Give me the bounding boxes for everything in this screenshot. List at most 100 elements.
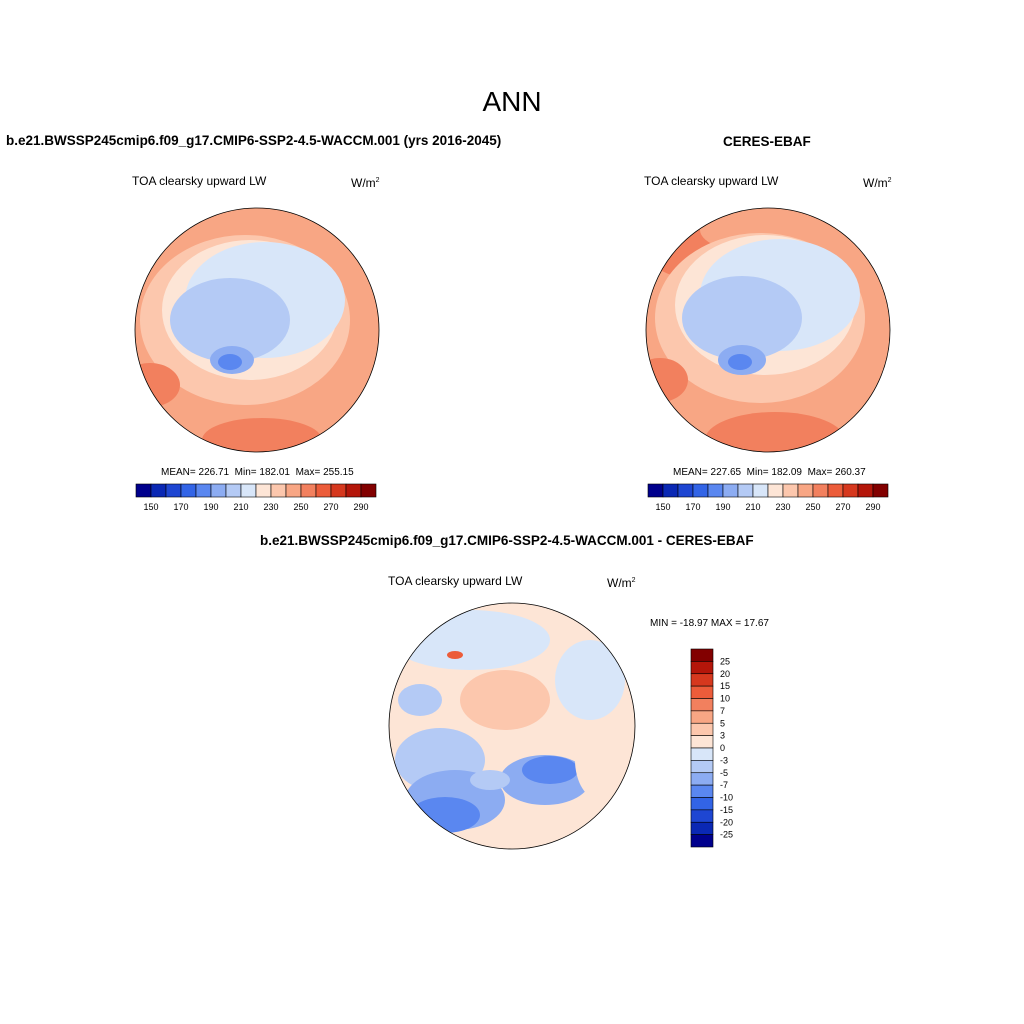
panel1-units: W/m2 [351,176,380,190]
panel3-colorbar-tick-label: 15 [720,681,730,691]
panel2-colorbar-box [782,483,799,498]
panel1-colorbar-box [300,483,317,498]
panel2-colorbar-box [647,483,664,498]
panel2-stats: MEAN= 227.65 Min= 182.09 Max= 260.37 [673,467,866,478]
figure-title: ANN [482,86,542,117]
panel3-colorbar-box [690,698,714,712]
panel2-colorbar-tick-label: 170 [685,502,700,512]
panel3-colorbar-box [690,760,714,774]
panel3-colorbar-tick-label: 5 [720,718,725,728]
panel1-stats: MEAN= 226.71 Min= 182.01 Max= 255.15 [161,467,354,478]
panel1-colorbar-box [315,483,332,498]
panel2-colorbar-box [872,483,889,498]
panel1-colorbar-box [225,483,242,498]
panel1-colorbar-tick-label: 210 [233,502,248,512]
panel1-colorbar-tick-label: 170 [173,502,188,512]
panel1-title: b.e21.BWSSP245cmip6.f09_g17.CMIP6-SSP2-4… [6,133,502,148]
panel2-colorbar-box [767,483,784,498]
panel2-colorbar-box [797,483,814,498]
panel1-colorbar-tick-label: 230 [263,502,278,512]
panel1-colorbar-tick-label: 190 [203,502,218,512]
panel3-map [388,602,636,850]
panel3-colorbar-box [690,648,714,662]
panel1-colorbar-box [255,483,272,498]
panel3-colorbar-tick-label: -7 [720,780,728,790]
panel3-colorbar-tick-label: -20 [720,817,733,827]
panel2-min: 182.09 [771,467,802,478]
panel2-colorbar-box [692,483,709,498]
panel1-min: 182.01 [259,467,290,478]
panel2-colorbar-tick-label: 230 [775,502,790,512]
panel2-mean: 227.65 [710,467,742,478]
panel2-colorbar-tick-label: 150 [655,502,670,512]
panel1-colorbar: 150 170 190 210 230 250 270 290 [135,483,377,512]
panel1-colorbar-box [285,483,302,498]
panel3-colorbar-box [690,797,714,811]
panel2-units: W/m2 [863,176,892,190]
panel2-colorbar-box [677,483,694,498]
panel2-colorbar-tick-label: 270 [835,502,850,512]
panel1-colorbar-box [180,483,197,498]
panel1-colorbar-box [345,483,362,498]
panel1-colorbar-tick-label: 270 [323,502,338,512]
panel3-colorbar-tick-label: -3 [720,755,728,765]
panel3-colorbar-tick-label: 20 [720,669,730,679]
panel3-variable: TOA clearsky upward LW [388,574,523,588]
panel3-colorbar-box [690,685,714,699]
panel1-max: 255.15 [323,467,354,478]
panel3-title: b.e21.BWSSP245cmip6.f09_g17.CMIP6-SSP2-4… [260,533,754,548]
panel3-minmax: MIN = -18.97 MAX = 17.67 [650,618,769,629]
panel1-colorbar-box [210,483,227,498]
panel3-colorbar-tick-label: 25 [720,656,730,666]
panel2-colorbar: 150 170 190 210 230 250 270 290 [647,483,889,512]
panel2-colorbar-box [737,483,754,498]
panel1-mean: 226.71 [198,467,230,478]
panel2-max: 260.37 [835,467,866,478]
panel1-map [134,207,380,453]
panel3-colorbar-tick-label: -5 [720,768,728,778]
panel2-colorbar-box [857,483,874,498]
panel2-colorbar-box [662,483,679,498]
panel2-colorbar-box [842,483,859,498]
panel3-colorbar-box [690,735,714,749]
panel3-colorbar-box [690,722,714,736]
panel3-colorbar-box [690,673,714,687]
panel2-variable: TOA clearsky upward LW [644,174,779,188]
panel1-colorbar-box [150,483,167,498]
panel1-colorbar-box [360,483,377,498]
panel2-colorbar-box [812,483,829,498]
panel1-colorbar-box [240,483,257,498]
panel3-colorbar-box [690,809,714,823]
panel2-colorbar-tick-label: 290 [865,502,880,512]
panel3-colorbar-tick-label: -15 [720,805,733,815]
panel2-colorbar-tick-label: 210 [745,502,760,512]
panel1-colorbar-box [195,483,212,498]
panel2-colorbar-box [707,483,724,498]
panel3-colorbar: 25 20 15 10 7 5 3 0 -3 -5 -7 -10 -15 -20 -25 [690,648,733,848]
panel3-colorbar-box [690,661,714,675]
panel3-colorbar-tick-label: -10 [720,793,733,803]
panel1-variable: TOA clearsky upward LW [132,174,267,188]
panel1-colorbar-box [270,483,287,498]
panel3-colorbar-tick-label: -25 [720,830,733,840]
panel3-colorbar-tick-label: 10 [720,694,730,704]
panel3-colorbar-tick-label: 7 [720,706,725,716]
panel2-colorbar-box [827,483,844,498]
panel2-colorbar-box [722,483,739,498]
panel2-map [645,207,891,453]
panel1-colorbar-tick-label: 290 [353,502,368,512]
panel3-units: W/m2 [607,576,636,590]
panel2-colorbar-box [752,483,769,498]
panel1-colorbar-box [135,483,152,498]
panel1-colorbar-box [165,483,182,498]
panel1-colorbar-tick-label: 150 [143,502,158,512]
panel3-colorbar-box [690,834,714,848]
panel3-colorbar-box [690,747,714,761]
panel1-colorbar-tick-label: 250 [293,502,308,512]
panel2-colorbar-tick-label: 190 [715,502,730,512]
panel3-colorbar-tick-label: 0 [720,743,725,753]
panel3-colorbar-box [690,821,714,835]
panel2-colorbar-tick-label: 250 [805,502,820,512]
